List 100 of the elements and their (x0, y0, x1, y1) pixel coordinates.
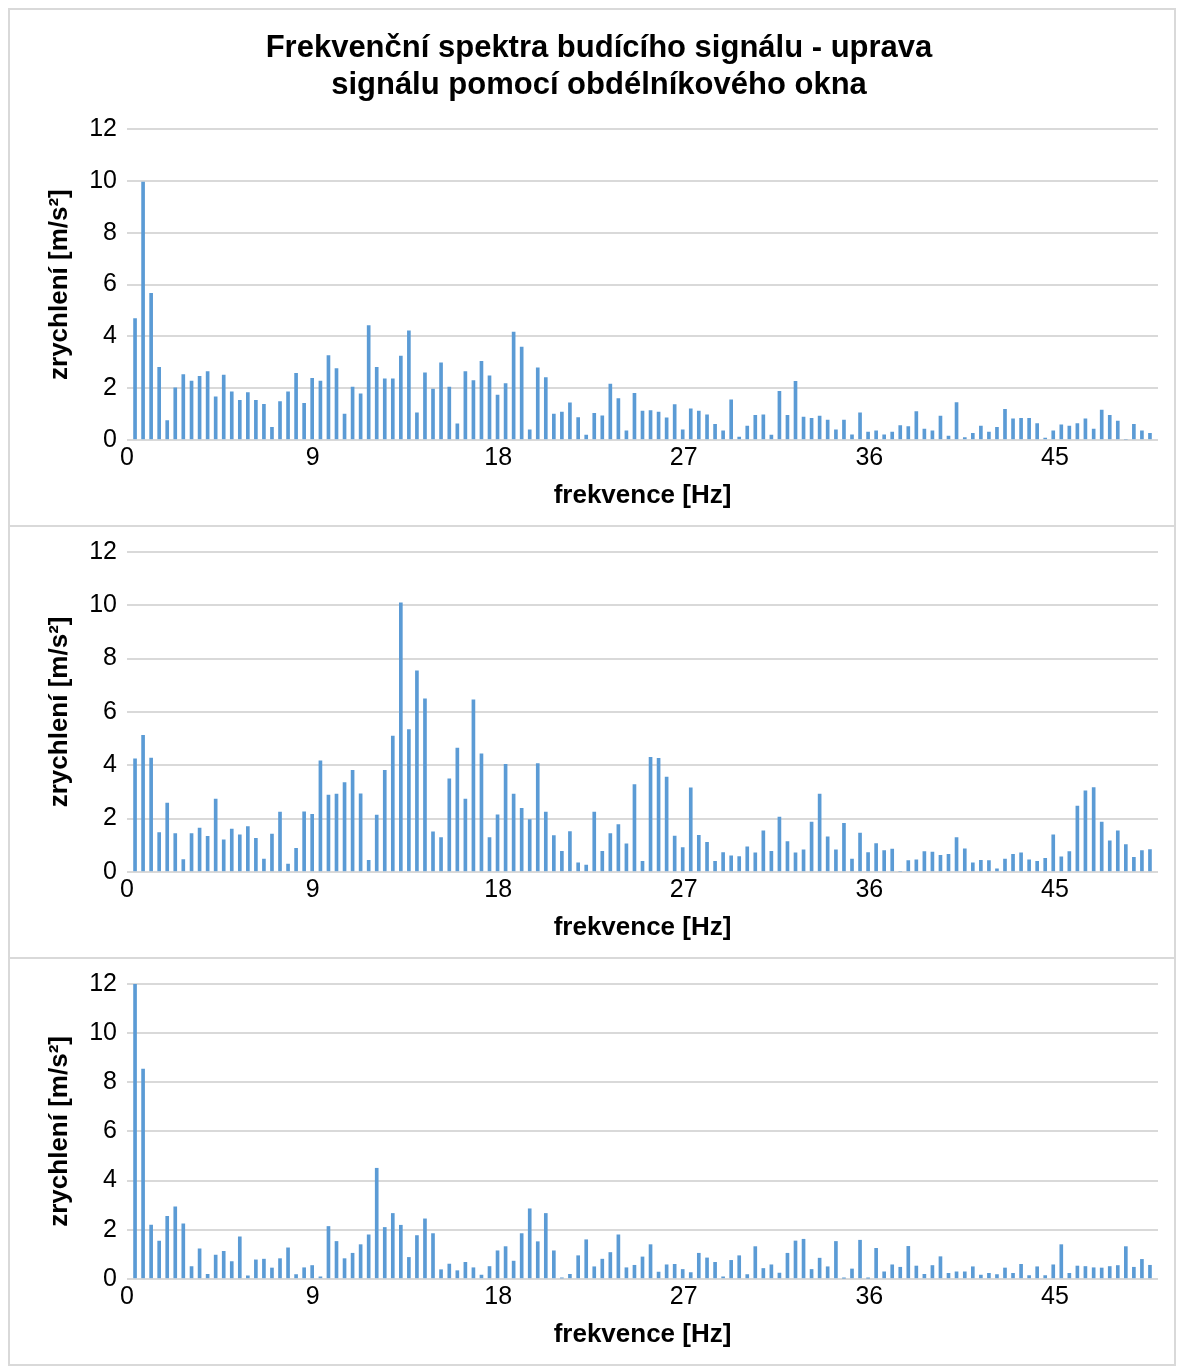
bar (995, 427, 999, 440)
bar (858, 832, 862, 872)
bar (987, 1273, 991, 1279)
y-tick-label: 8 (103, 1066, 118, 1095)
y-tick-label: 8 (103, 216, 118, 245)
bar (1140, 430, 1144, 440)
bar (898, 425, 903, 440)
bar (1019, 852, 1023, 872)
bar (705, 414, 709, 440)
bar (721, 852, 725, 872)
y-tick-label: 6 (103, 695, 118, 724)
bar (1051, 1264, 1056, 1279)
bar (1059, 856, 1064, 872)
y-tick-label: 4 (103, 320, 118, 349)
bar (374, 367, 379, 440)
bar (1011, 418, 1015, 440)
bar (1051, 834, 1056, 872)
y-tick-label: 8 (103, 642, 118, 671)
bar (842, 419, 846, 440)
x-tick-label: 45 (1040, 441, 1069, 470)
bar (399, 602, 403, 872)
bar (407, 1257, 411, 1279)
bar (1059, 424, 1064, 440)
bar (543, 811, 548, 872)
bar (237, 399, 242, 440)
bar (753, 1246, 758, 1279)
bar (825, 836, 830, 872)
bar (390, 735, 395, 872)
bar (374, 814, 379, 872)
bar (753, 852, 758, 872)
bar (527, 429, 532, 440)
bar (552, 413, 556, 440)
bar (390, 378, 395, 440)
y-tick-label: 2 (103, 1213, 118, 1242)
bar (568, 831, 572, 872)
bar (1115, 1265, 1120, 1279)
bar (592, 413, 597, 440)
bar (890, 848, 895, 872)
bar (165, 420, 170, 440)
bar (415, 670, 419, 872)
bar (713, 1262, 717, 1279)
bar (1019, 1263, 1023, 1279)
bar (221, 374, 226, 440)
bar (1011, 853, 1015, 872)
bar (519, 808, 524, 872)
bar (519, 346, 524, 440)
x-tick-label: 36 (855, 441, 884, 470)
bar (672, 835, 677, 872)
x-tick-label: 36 (855, 1280, 884, 1309)
bar (157, 832, 162, 872)
x-tick-label: 18 (484, 873, 513, 902)
y-tick-label: 10 (89, 589, 118, 618)
bar (680, 429, 685, 440)
bar (237, 1236, 242, 1279)
bar (1027, 1275, 1031, 1279)
x-tick-label: 9 (305, 873, 320, 902)
chart-title: Frekvenční spektra budícího signálu - uprava signálu pomocí obdélníkového okna (265, 29, 934, 102)
bar (825, 1266, 830, 1279)
bar (1107, 840, 1112, 872)
bar (834, 849, 838, 872)
x-tick-label: 27 (669, 1280, 698, 1309)
bar (173, 1206, 178, 1279)
bar (1003, 408, 1007, 440)
bar (552, 1250, 556, 1279)
y-tick-label: 10 (89, 1017, 118, 1046)
bar (560, 411, 564, 440)
bar (987, 431, 991, 440)
bar (890, 1264, 895, 1279)
bar (157, 367, 162, 440)
bar (431, 1233, 435, 1279)
x-tick-label: 36 (855, 873, 884, 902)
bar (696, 834, 701, 872)
x-tick-label: 9 (305, 1280, 320, 1309)
y-tick-label: 4 (103, 749, 118, 778)
bar (543, 1213, 548, 1279)
bar (1099, 821, 1104, 872)
bar (672, 1263, 677, 1279)
bar (302, 811, 306, 872)
bar (842, 822, 846, 872)
bar (1035, 861, 1039, 872)
bar (1099, 409, 1104, 440)
bar (576, 417, 580, 440)
bar (874, 843, 878, 872)
bar (1132, 857, 1136, 872)
bar (213, 798, 218, 872)
bar (157, 1240, 162, 1279)
bar (729, 1260, 733, 1279)
bar (979, 425, 983, 440)
bar (713, 423, 717, 440)
bar (149, 757, 153, 872)
bar (278, 811, 282, 872)
bar (729, 399, 733, 440)
y-axis-title: zrychlení [m/s²] (42, 1036, 73, 1227)
bar (181, 374, 186, 440)
bar (600, 415, 605, 440)
bar (1027, 418, 1031, 440)
bar (447, 778, 452, 872)
bar (1124, 1246, 1128, 1279)
bar (688, 408, 693, 440)
y-tick-label: 12 (89, 113, 118, 142)
